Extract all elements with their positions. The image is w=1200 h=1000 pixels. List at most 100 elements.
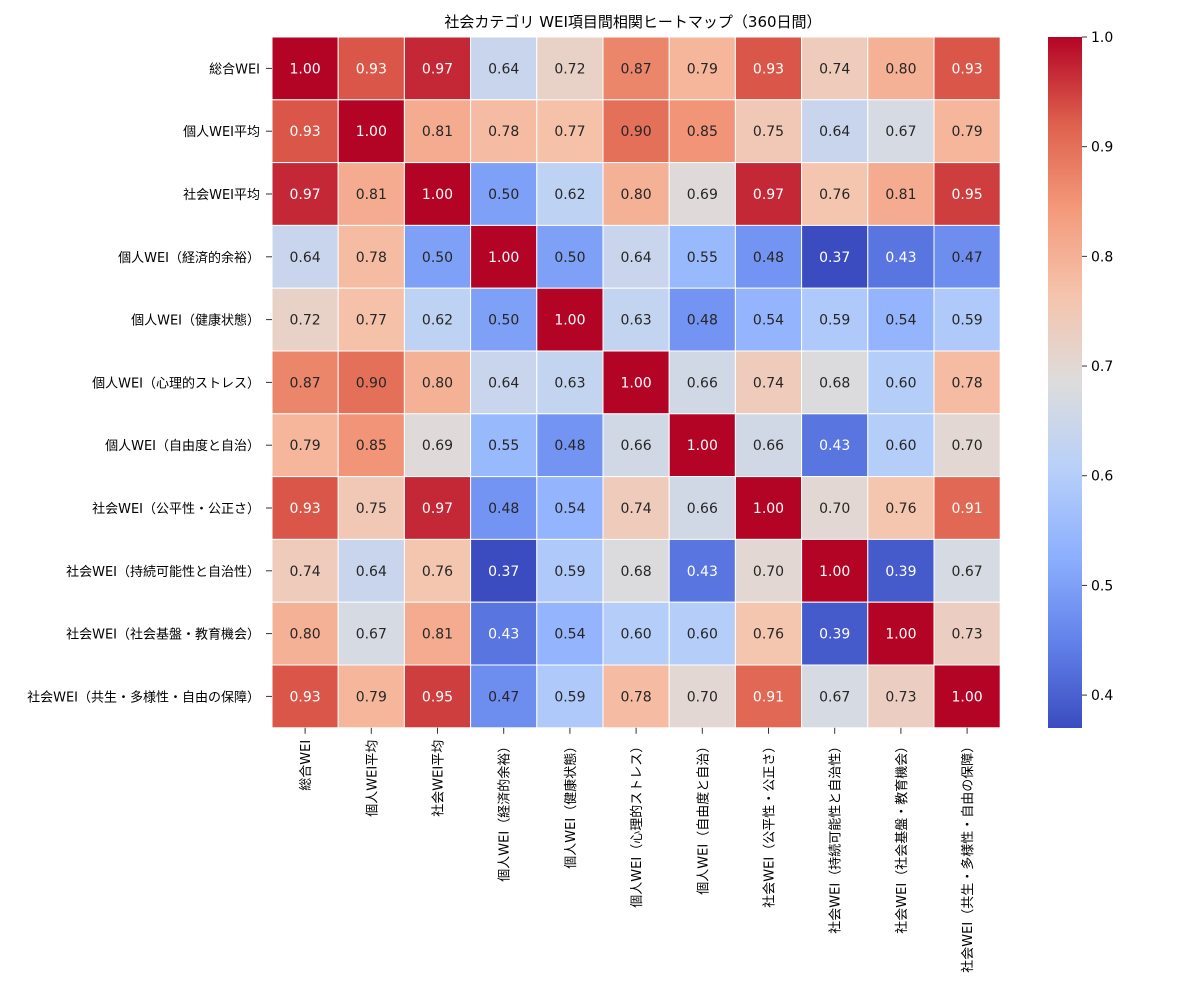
cell-value-label: 0.50 (488, 187, 519, 203)
column-label: 社会WEI（持続可能性と自治性） (828, 740, 844, 934)
cell-value-label: 0.60 (885, 375, 916, 391)
cell-value-label: 0.37 (488, 564, 519, 580)
heatmap-cell (933, 413, 1001, 478)
cell-value-label: 1.00 (356, 124, 387, 140)
cell-value-label: 0.81 (422, 124, 453, 140)
cell-value-label: 0.64 (488, 61, 519, 77)
heatmap-cell (536, 601, 604, 666)
heatmap-cell (536, 287, 604, 352)
colorbar-gradient (1048, 37, 1082, 728)
heatmap-cell (536, 476, 604, 540)
row-label: 個人WEI（心理的ストレス） (92, 375, 260, 391)
heatmap-cell (403, 601, 472, 666)
cell-value-label: 0.93 (290, 501, 321, 517)
cell-value-label: 0.75 (753, 124, 784, 140)
cell-value-label: 0.78 (952, 375, 983, 391)
cell-value-label: 0.91 (952, 501, 983, 517)
heatmap-cell (271, 601, 339, 666)
heatmap-cell (602, 476, 670, 540)
heatmap-cell (536, 99, 604, 164)
row-label: 総合WEI (209, 62, 260, 77)
column-label: 個人WEI（経済的余裕） (497, 740, 513, 882)
cell-value-label: 0.48 (554, 438, 585, 454)
heatmap-cell (470, 601, 538, 666)
column-label: 個人WEI（自由度と自治） (695, 740, 711, 895)
cell-value-label: 0.91 (753, 689, 784, 705)
heatmap-cell (734, 538, 803, 603)
cell-value-label: 0.90 (621, 124, 652, 140)
heatmap-cell (734, 413, 803, 478)
cell-value-label: 0.69 (422, 438, 453, 454)
cell-value-label: 0.93 (290, 689, 321, 705)
cell-value-label: 0.76 (819, 187, 850, 203)
cell-value-label: 0.68 (819, 375, 850, 391)
cell-value-label: 0.68 (621, 564, 652, 580)
heatmap-cell (271, 287, 339, 352)
cell-value-label: 0.54 (554, 627, 585, 643)
colorbar-tick-label: 0.8 (1091, 249, 1113, 265)
row-label: 個人WEI（自由度と自治） (105, 438, 260, 454)
cell-value-label: 0.43 (885, 250, 916, 266)
heatmap-cell (602, 162, 670, 226)
cell-value-label: 0.55 (488, 438, 519, 454)
heatmap-cells: 1.00 0.93 0.97 0.64 0.72 0.87 0.79 0.93 0.74 0.80… (271, 36, 1001, 729)
heatmap-cell (470, 287, 538, 352)
cell-value-label: 0.75 (356, 501, 387, 517)
column-label: 社会WEI（共生・多様性・自由の保障） (960, 740, 976, 973)
cell-value-label: 1.00 (753, 501, 784, 517)
cell-value-label: 0.67 (819, 689, 850, 705)
cell-value-label: 0.87 (290, 375, 321, 391)
cell-value-label: 0.70 (687, 689, 718, 705)
heatmap-cell (271, 350, 339, 415)
heatmap-cell (271, 99, 339, 164)
cell-value-label: 0.97 (422, 501, 453, 517)
heatmap-cell (271, 538, 339, 603)
cell-value-label: 0.80 (422, 375, 453, 391)
cell-value-label: 0.93 (753, 61, 784, 77)
cell-value-label: 0.77 (356, 313, 387, 329)
heatmap-cell (734, 99, 803, 164)
row-label: 社会WEI（持続可能性と自治性） (66, 564, 260, 580)
cell-value-label: 0.64 (621, 250, 652, 266)
heatmap-cell (403, 664, 472, 729)
cell-value-label: 0.73 (952, 627, 983, 643)
chart-title: 社会カテゴリ WEI項目間相関ヒートマップ（360日間） (444, 13, 821, 31)
cell-value-label: 0.74 (621, 501, 652, 517)
row-label: 社会WEI（社会基盤・教育機会） (66, 627, 260, 643)
row-label: 個人WEI（健康状態） (131, 313, 260, 329)
cell-value-label: 0.59 (554, 564, 585, 580)
cell-value-label: 0.79 (356, 689, 387, 705)
heatmap-cell (470, 538, 538, 603)
cell-value-label: 0.39 (885, 564, 916, 580)
cell-value-label: 0.60 (687, 627, 718, 643)
heatmap-cell (668, 476, 736, 540)
heatmap-cell (933, 162, 1001, 226)
heatmap-cell (801, 664, 869, 729)
cell-value-label: 0.67 (356, 627, 387, 643)
cell-value-label: 0.54 (554, 501, 585, 517)
heatmap-cell (602, 36, 670, 101)
cell-value-label: 0.97 (290, 187, 321, 203)
cell-value-label: 0.59 (554, 689, 585, 705)
heatmap-cell (801, 601, 869, 666)
cell-value-label: 0.59 (819, 313, 850, 329)
cell-value-label: 0.47 (952, 250, 983, 266)
heatmap-cell (867, 476, 935, 540)
heatmap-cell (734, 601, 803, 666)
cell-value-label: 0.95 (422, 689, 453, 705)
heatmap-cell (801, 99, 869, 164)
cell-value-label: 0.64 (290, 250, 321, 266)
cell-value-label: 1.00 (621, 375, 652, 391)
heatmap-cell (933, 601, 1001, 666)
cell-value-label: 1.00 (885, 627, 916, 643)
cell-value-label: 0.64 (356, 564, 387, 580)
cell-value-label: 0.54 (885, 313, 916, 329)
cell-value-label: 0.87 (621, 61, 652, 77)
colorbar-tick-label: 0.6 (1091, 469, 1113, 485)
heatmap-cell (801, 350, 869, 415)
colorbar: 0.4 0.5 0.6 0.7 0.8 0.9 1.0 (1048, 30, 1113, 728)
cell-value-label: 0.93 (290, 124, 321, 140)
heatmap-cell (403, 287, 472, 352)
column-label: 個人WEI（健康状態） (563, 740, 579, 869)
